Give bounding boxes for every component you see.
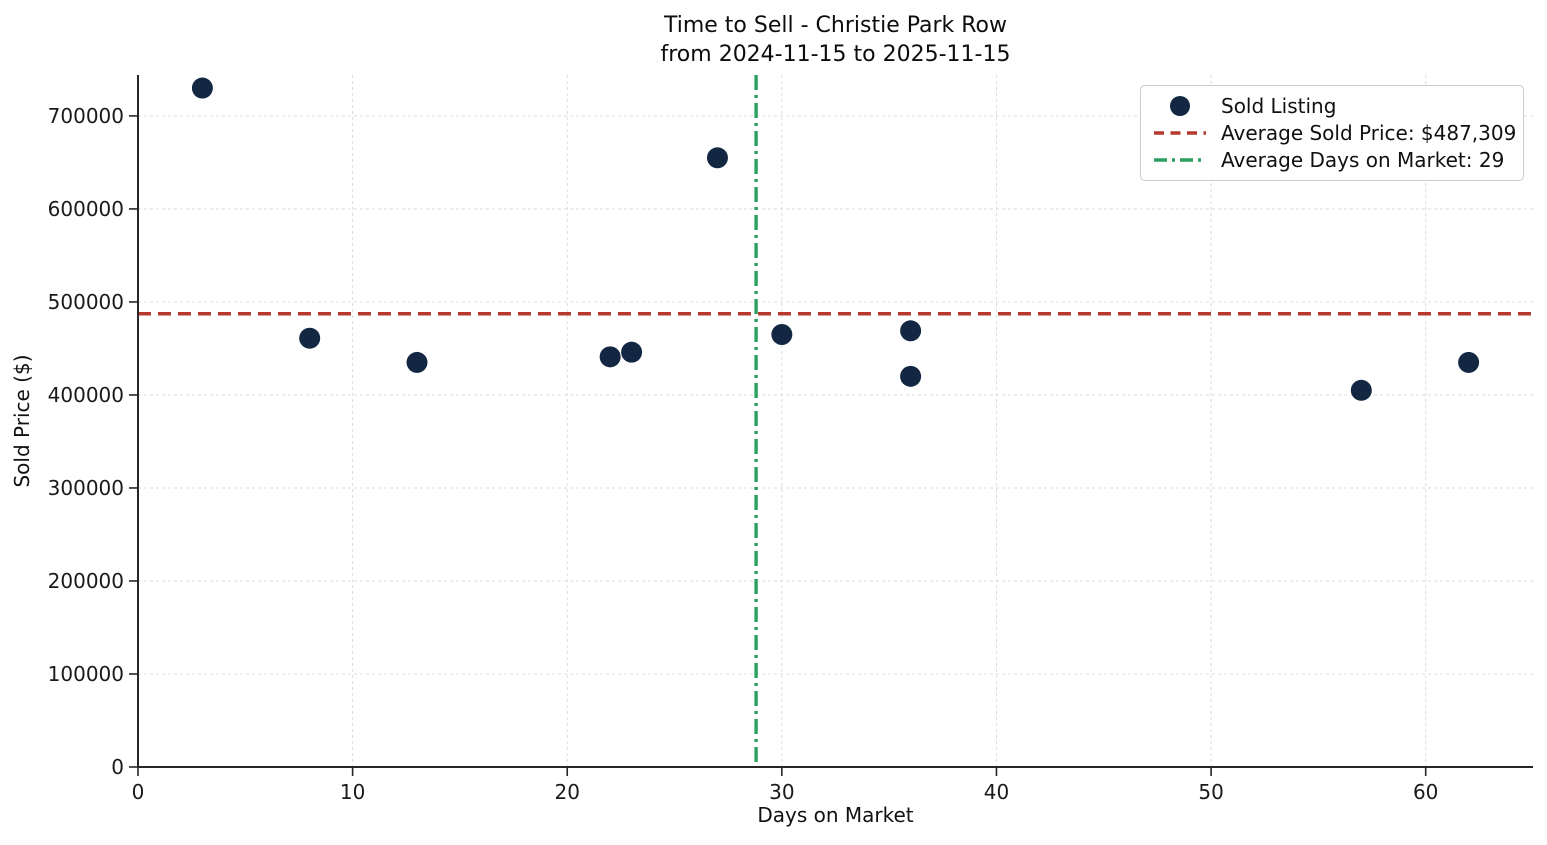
scatter-point [406,351,428,373]
chart-title: Time to Sell - Christie Park Row from 20… [138,11,1533,69]
legend-label-avg-sold-price: Average Sold Price: $487,309 [1221,121,1517,145]
x-tick-label: 20 [555,780,580,804]
x-tick-label: 10 [340,780,365,804]
legend-item-avg-sold-price: Average Sold Price: $487,309 [1151,120,1517,146]
scatter-point [599,346,621,368]
chart-title-line1: Time to Sell - Christie Park Row [663,13,1008,38]
avg-price-dashed-swatch [1154,131,1206,135]
chart-title-line2: from 2024-11-15 to 2025-11-15 [660,42,1011,67]
scatter-point [621,341,643,363]
x-tick-label: 60 [1413,780,1438,804]
x-tick-label: 40 [984,780,1009,804]
scatter-point [706,147,728,169]
legend-item-sold-listing: Sold Listing [1151,93,1513,119]
y-tick-label: 600000 [48,197,124,221]
scatter-point [299,327,321,349]
legend-label-avg-days: Average Days on Market: 29 [1221,148,1505,172]
legend: Sold Listing Average Sold Price: $487,30… [1140,85,1524,181]
y-axis-label: Sold Price ($) [10,354,34,488]
x-tick-label: 0 [132,780,145,804]
scatter-point [771,324,793,345]
y-tick-label: 0 [111,755,124,779]
y-tick-label: 700000 [48,104,124,128]
y-tick-label: 400000 [48,383,124,407]
sold-listing-marker-swatch [1170,96,1190,116]
y-tick-label: 500000 [48,290,124,314]
scatter-point [900,365,922,387]
scatter-point [1458,351,1480,373]
x-tick-label: 50 [1198,780,1223,804]
legend-label-sold-listing: Sold Listing [1221,94,1337,118]
scatter-point [1350,379,1372,401]
scatter-point [900,320,922,342]
legend-item-avg-days: Average Days on Market: 29 [1151,147,1513,173]
y-tick-label: 100000 [48,662,124,686]
scatter-point [191,77,213,99]
x-axis-label: Days on Market [757,803,914,827]
y-tick-label: 200000 [48,569,124,593]
x-tick-label: 30 [769,780,794,804]
y-tick-label: 300000 [48,476,124,500]
avg-days-dashdot-swatch [1154,158,1206,162]
